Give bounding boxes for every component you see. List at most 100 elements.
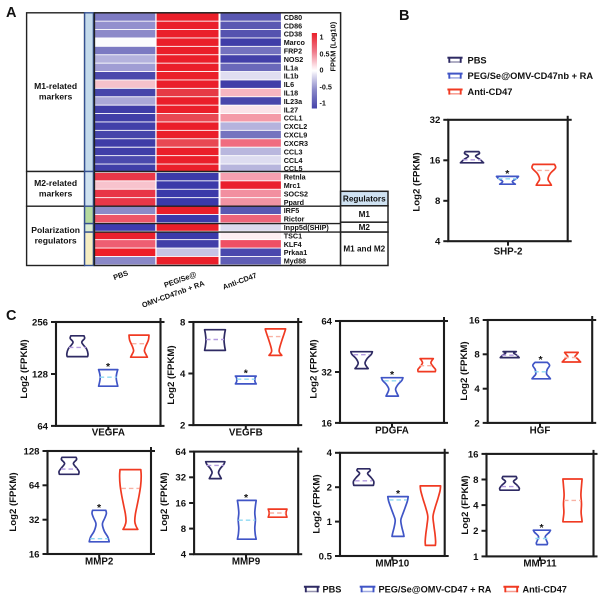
svg-text:Log2 (FPKM): Log2 (FPKM) xyxy=(159,472,170,531)
svg-text:PEG/Se@OMV-CD47 + RA: PEG/Se@OMV-CD47 + RA xyxy=(379,585,492,595)
svg-text:Log2 (FPKM): Log2 (FPKM) xyxy=(312,474,323,533)
svg-text:CCL4: CCL4 xyxy=(284,156,303,165)
svg-text:M1-related: M1-related xyxy=(34,81,77,91)
svg-text:MMP11: MMP11 xyxy=(523,559,557,570)
svg-text:-0.5: -0.5 xyxy=(320,82,332,91)
svg-text:8: 8 xyxy=(181,524,187,535)
svg-text:*: * xyxy=(106,361,111,373)
svg-text:MMP10: MMP10 xyxy=(375,559,409,570)
svg-text:32: 32 xyxy=(430,115,441,126)
svg-text:8: 8 xyxy=(473,475,479,486)
svg-text:IRF5: IRF5 xyxy=(284,206,300,215)
svg-text:CD80: CD80 xyxy=(284,13,302,22)
svg-text:*: * xyxy=(97,502,102,514)
svg-text:TSC1: TSC1 xyxy=(284,231,302,240)
svg-text:PDGFA: PDGFA xyxy=(375,426,409,437)
svg-text:MMP9: MMP9 xyxy=(232,557,261,568)
svg-text:CD86: CD86 xyxy=(284,21,302,30)
svg-text:Prkaa1: Prkaa1 xyxy=(284,248,308,257)
svg-text:8: 8 xyxy=(180,317,186,328)
svg-text:KLF4: KLF4 xyxy=(284,240,302,249)
svg-text:A: A xyxy=(6,5,17,21)
svg-text:Myd88: Myd88 xyxy=(284,257,306,266)
svg-text:0.5: 0.5 xyxy=(319,551,333,562)
svg-text:128: 128 xyxy=(32,369,49,380)
svg-text:128: 128 xyxy=(23,446,40,457)
svg-text:Rictor: Rictor xyxy=(284,215,305,224)
svg-text:M2-related: M2-related xyxy=(34,178,77,188)
svg-text:PEG/Se@OMV-CD47nb + RA: PEG/Se@OMV-CD47nb + RA xyxy=(468,71,594,81)
svg-text:IL27: IL27 xyxy=(284,105,298,114)
svg-text:64: 64 xyxy=(321,316,332,327)
svg-text:Log2 (FPKM): Log2 (FPKM) xyxy=(166,345,177,404)
svg-text:*: * xyxy=(396,488,401,500)
svg-text:Log2 (FPKM): Log2 (FPKM) xyxy=(412,152,423,211)
svg-text:VEGFA: VEGFA xyxy=(92,428,125,439)
svg-text:SOCS2: SOCS2 xyxy=(284,189,308,198)
svg-text:2: 2 xyxy=(327,483,332,494)
svg-text:M2: M2 xyxy=(359,223,371,232)
svg-text:16: 16 xyxy=(321,418,332,429)
svg-text:16: 16 xyxy=(430,156,441,167)
svg-text:16: 16 xyxy=(29,549,40,560)
svg-text:Ppard: Ppard xyxy=(284,198,304,207)
svg-text:32: 32 xyxy=(29,515,40,526)
svg-text:-1: -1 xyxy=(320,99,326,108)
svg-text:Log2 (FPKM): Log2 (FPKM) xyxy=(309,339,320,398)
svg-text:Polarization: Polarization xyxy=(31,225,80,235)
svg-text:C: C xyxy=(6,308,17,324)
svg-text:CCL5: CCL5 xyxy=(284,164,303,173)
svg-text:IL1b: IL1b xyxy=(284,72,299,81)
svg-text:FRP2: FRP2 xyxy=(284,47,302,56)
svg-text:2: 2 xyxy=(474,418,479,429)
svg-text:Anti-CD47: Anti-CD47 xyxy=(468,87,513,97)
svg-text:CXCL9: CXCL9 xyxy=(284,131,308,140)
svg-text:CXCL2: CXCL2 xyxy=(284,122,308,131)
svg-text:32: 32 xyxy=(175,473,186,484)
svg-text:IL18: IL18 xyxy=(284,89,298,98)
svg-text:32: 32 xyxy=(321,367,332,378)
svg-text:16: 16 xyxy=(468,449,479,460)
svg-text:*: * xyxy=(390,369,395,381)
svg-text:16: 16 xyxy=(469,315,480,326)
svg-text:VEGFB: VEGFB xyxy=(229,428,263,439)
svg-text:4: 4 xyxy=(435,237,441,248)
svg-text:markers: markers xyxy=(39,189,73,199)
svg-text:CD38: CD38 xyxy=(284,30,302,39)
svg-text:IL23a: IL23a xyxy=(284,97,303,106)
svg-text:64: 64 xyxy=(29,481,40,492)
svg-text:Log2 (FPKM): Log2 (FPKM) xyxy=(19,339,30,398)
svg-text:8: 8 xyxy=(474,350,480,361)
svg-text:256: 256 xyxy=(32,317,48,328)
svg-text:2: 2 xyxy=(473,526,478,537)
svg-text:B: B xyxy=(399,8,409,24)
svg-text:Log2 (FPKM): Log2 (FPKM) xyxy=(8,472,19,531)
svg-text:Retnla: Retnla xyxy=(284,173,307,182)
svg-text:16: 16 xyxy=(175,498,186,509)
svg-text:4: 4 xyxy=(327,448,333,459)
svg-text:Anti-CD47: Anti-CD47 xyxy=(523,585,567,595)
svg-text:4: 4 xyxy=(181,550,187,561)
svg-text:SHP-2: SHP-2 xyxy=(494,247,523,258)
svg-text:Inpp5d(SHIP): Inpp5d(SHIP) xyxy=(284,223,330,232)
svg-text:FPKM (Log10): FPKM (Log10) xyxy=(329,21,338,71)
svg-text:regulators: regulators xyxy=(35,236,77,246)
svg-text:*: * xyxy=(539,522,544,534)
svg-text:Marco: Marco xyxy=(284,38,306,47)
svg-text:PBS: PBS xyxy=(468,55,487,65)
svg-text:4: 4 xyxy=(473,501,479,512)
svg-text:M1: M1 xyxy=(359,210,371,219)
svg-text:Log2 (FPKM): Log2 (FPKM) xyxy=(460,475,471,534)
svg-text:CXCR3: CXCR3 xyxy=(284,139,308,148)
svg-text:CCL1: CCL1 xyxy=(284,114,303,123)
svg-text:8: 8 xyxy=(435,196,441,207)
svg-text:IL6: IL6 xyxy=(284,80,294,89)
svg-text:MMP2: MMP2 xyxy=(85,557,114,568)
svg-text:HGF: HGF xyxy=(530,426,551,437)
svg-text:64: 64 xyxy=(37,421,48,432)
svg-text:IL1a: IL1a xyxy=(284,63,299,72)
svg-text:*: * xyxy=(244,368,249,380)
svg-text:CCL3: CCL3 xyxy=(284,147,303,156)
svg-text:Log2 (FPKM): Log2 (FPKM) xyxy=(459,341,470,400)
svg-text:2: 2 xyxy=(180,421,185,432)
